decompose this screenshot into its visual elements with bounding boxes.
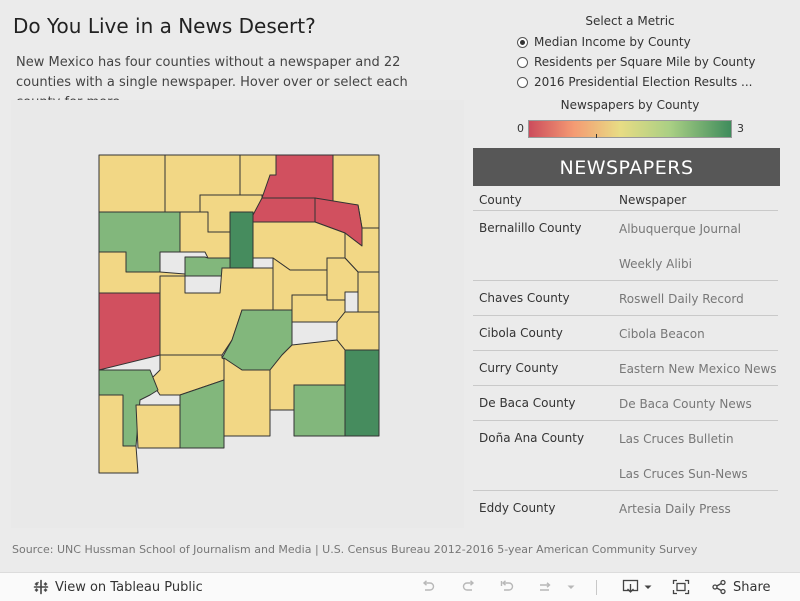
radio-selected-icon[interactable] xyxy=(517,36,528,48)
county-shape[interactable] xyxy=(344,349,380,437)
table-cell-county: Bernalillo County xyxy=(479,221,582,235)
county-shape[interactable] xyxy=(293,384,346,437)
tableau-logo-icon xyxy=(33,579,49,595)
metric-option-label: 2016 Presidential Election Results ... xyxy=(534,75,753,89)
table-cell-newspaper: Weekly Alibi xyxy=(619,257,692,271)
table-cell-newspaper: De Baca County News xyxy=(619,397,752,411)
table-cell-newspaper: Cibola Beacon xyxy=(619,327,705,341)
refresh-icon xyxy=(540,582,551,591)
county-shape[interactable] xyxy=(229,211,254,269)
table-cell-newspaper: Artesia Daily Press xyxy=(619,502,731,516)
county-shape[interactable] xyxy=(98,154,166,213)
page-title: Do You Live in a News Desert? xyxy=(13,14,316,38)
share-label: Share xyxy=(733,579,771,595)
county-map-panel xyxy=(11,100,464,528)
table-cell-county: Doña Ana County xyxy=(479,431,585,445)
chevron-down-icon xyxy=(567,585,575,589)
row-divider xyxy=(473,280,778,281)
metric-selector-title: Select a Metric xyxy=(585,14,675,28)
metric-option-residents-density[interactable]: Residents per Square Mile by County xyxy=(517,53,755,71)
share-icon xyxy=(712,579,726,595)
legend-max-label: 3 xyxy=(737,122,744,135)
table-cell-county: Curry County xyxy=(479,361,559,375)
row-divider xyxy=(473,490,778,491)
fullscreen-icon xyxy=(672,579,690,595)
undo-button[interactable] xyxy=(420,573,436,601)
table-cell-county: Chaves County xyxy=(479,291,570,305)
chevron-down-icon xyxy=(644,585,652,589)
table-cell-county: De Baca County xyxy=(479,396,576,410)
refresh-button[interactable] xyxy=(537,573,553,601)
county-shape[interactable] xyxy=(252,197,316,223)
fullscreen-button[interactable] xyxy=(672,573,690,601)
newspapers-table-header: NEWSPAPERS xyxy=(473,148,780,186)
source-note: Source: UNC Hussman School of Journalism… xyxy=(12,543,698,556)
share-button[interactable]: Share xyxy=(711,573,771,601)
table-cell-county: Eddy County xyxy=(479,501,556,515)
refresh-dropdown-button[interactable] xyxy=(566,573,576,601)
row-divider xyxy=(473,420,778,421)
metric-option-label: Residents per Square Mile by County xyxy=(534,55,756,69)
county-shape[interactable] xyxy=(98,394,139,474)
undo-icon xyxy=(422,580,435,591)
column-header-newspaper: Newspaper xyxy=(619,193,687,207)
redo-icon xyxy=(462,580,475,591)
table-cell-newspaper: Albuquerque Journal xyxy=(619,222,742,236)
legend-min-label: 0 xyxy=(517,122,524,135)
county-shape[interactable] xyxy=(223,357,271,437)
table-cell-newspaper: Las Cruces Bulletin xyxy=(619,432,734,446)
table-cell-newspaper: Eastern New Mexico News xyxy=(619,362,777,376)
revert-button[interactable] xyxy=(499,573,515,601)
county-shape[interactable] xyxy=(179,379,225,449)
table-cell-county: Cibola County xyxy=(479,326,563,340)
toolbar-divider xyxy=(596,580,597,595)
radio-unselected-icon[interactable] xyxy=(517,56,528,68)
download-button[interactable] xyxy=(622,573,653,601)
view-on-tableau-public-link[interactable]: View on Tableau Public xyxy=(33,573,203,601)
row-divider xyxy=(473,385,778,386)
county-shape[interactable] xyxy=(135,404,181,449)
redo-button[interactable] xyxy=(461,573,477,601)
county-shape[interactable] xyxy=(98,292,161,371)
download-icon xyxy=(622,579,639,593)
legend-color-ramp xyxy=(528,120,732,138)
table-cell-newspaper: Roswell Daily Record xyxy=(619,292,744,306)
county-shape[interactable] xyxy=(357,271,380,313)
county-shape[interactable] xyxy=(336,311,380,351)
metric-option-election-results[interactable]: 2016 Presidential Election Results ... xyxy=(517,73,752,91)
column-header-county: County xyxy=(479,193,522,207)
legend-tick xyxy=(596,134,597,138)
revert-icon xyxy=(500,580,514,591)
view-on-tableau-public-label: View on Tableau Public xyxy=(55,579,203,595)
metric-option-median-income[interactable]: Median Income by County xyxy=(517,33,691,51)
header-divider xyxy=(473,210,778,211)
newspapers-table[interactable]: County Newspaper Bernalillo County Albuqu… xyxy=(473,186,780,526)
new-mexico-county-map[interactable] xyxy=(11,100,464,528)
row-divider xyxy=(473,350,778,351)
tableau-toolbar: View on Tableau Public xyxy=(0,572,800,601)
radio-unselected-icon[interactable] xyxy=(517,76,528,88)
row-divider xyxy=(473,315,778,316)
metric-option-label: Median Income by County xyxy=(534,35,691,49)
table-cell-newspaper: Las Cruces Sun-News xyxy=(619,467,748,481)
legend-title: Newspapers by County xyxy=(560,98,700,112)
